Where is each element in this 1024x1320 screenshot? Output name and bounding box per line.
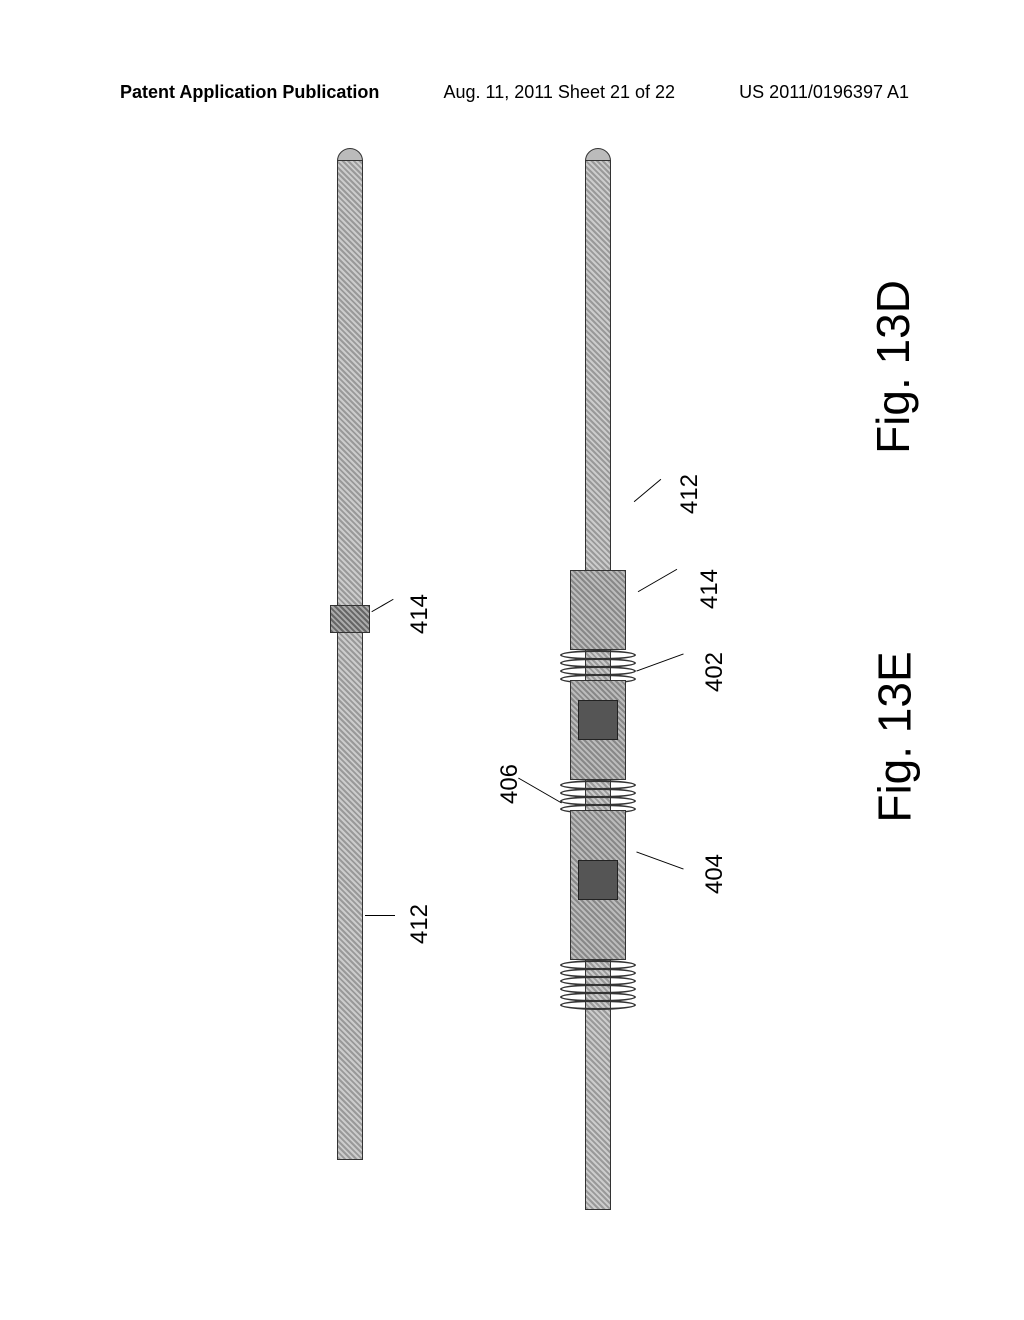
ref-412-d: 412 (406, 904, 434, 944)
page-header: Patent Application Publication Aug. 11, … (0, 82, 1024, 103)
ring-d (330, 605, 370, 633)
leader-412-d (365, 915, 395, 916)
ref-402-e: 402 (701, 652, 729, 692)
figure-container: Fig. 13D 414 412 (90, 130, 930, 1230)
header-date-sheet: Aug. 11, 2011 Sheet 21 of 22 (444, 82, 676, 103)
ref-412-e: 412 (676, 474, 704, 514)
inner-band-1 (578, 700, 618, 740)
ref-404-e: 404 (701, 854, 729, 894)
figure-13e-drawing (530, 160, 670, 1210)
fig-13e-label: Fig. 13E (867, 651, 921, 822)
outer-tube-segment-1 (570, 570, 626, 650)
figure-13d-drawing (320, 160, 380, 1210)
fig-13d-label: Fig. 13D (866, 280, 920, 454)
spring-3 (560, 960, 636, 1008)
ref-414-d: 414 (406, 594, 434, 634)
shaft-d (337, 160, 363, 1160)
inner-band-2 (578, 860, 618, 900)
spring-2 (560, 780, 636, 812)
spring-1 (560, 650, 636, 682)
header-patent-number: US 2011/0196397 A1 (739, 82, 909, 103)
ref-406-e: 406 (496, 764, 524, 804)
ref-414-e: 414 (696, 569, 724, 609)
header-publication: Patent Application Publication (120, 82, 379, 103)
